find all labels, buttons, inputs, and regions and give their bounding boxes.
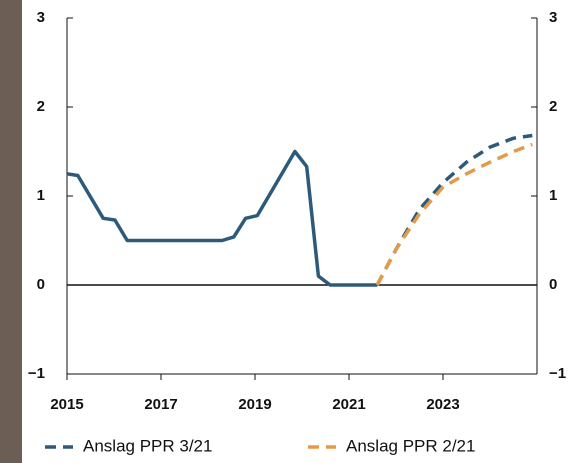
y2-tick-label: 3 [549,9,557,26]
legend-label: Anslag PPR 2/21 [346,436,475,455]
side-strip [0,0,22,463]
y-tick-label: 1 [37,187,45,204]
legend-label: Anslag PPR 3/21 [83,436,212,455]
x-tick-label: 2019 [238,396,271,413]
y-tick-label: −1 [28,365,45,382]
x-tick-label: 2017 [144,396,177,413]
y-tick-label: 2 [37,98,45,115]
y2-tick-label: −1 [549,365,566,382]
y2-tick-label: 1 [549,187,557,204]
series-line [66,149,378,287]
y2-tick-label: 0 [549,276,557,293]
x-tick-label: 2021 [332,396,365,413]
y2-tick-label: 2 [549,98,557,115]
series-line [375,133,533,286]
x-tick-label: 2015 [50,396,83,413]
series-line [375,142,533,286]
y-tick-label: 0 [37,276,45,293]
x-tick-label: 2023 [426,396,459,413]
y-tick-label: 3 [37,9,45,26]
